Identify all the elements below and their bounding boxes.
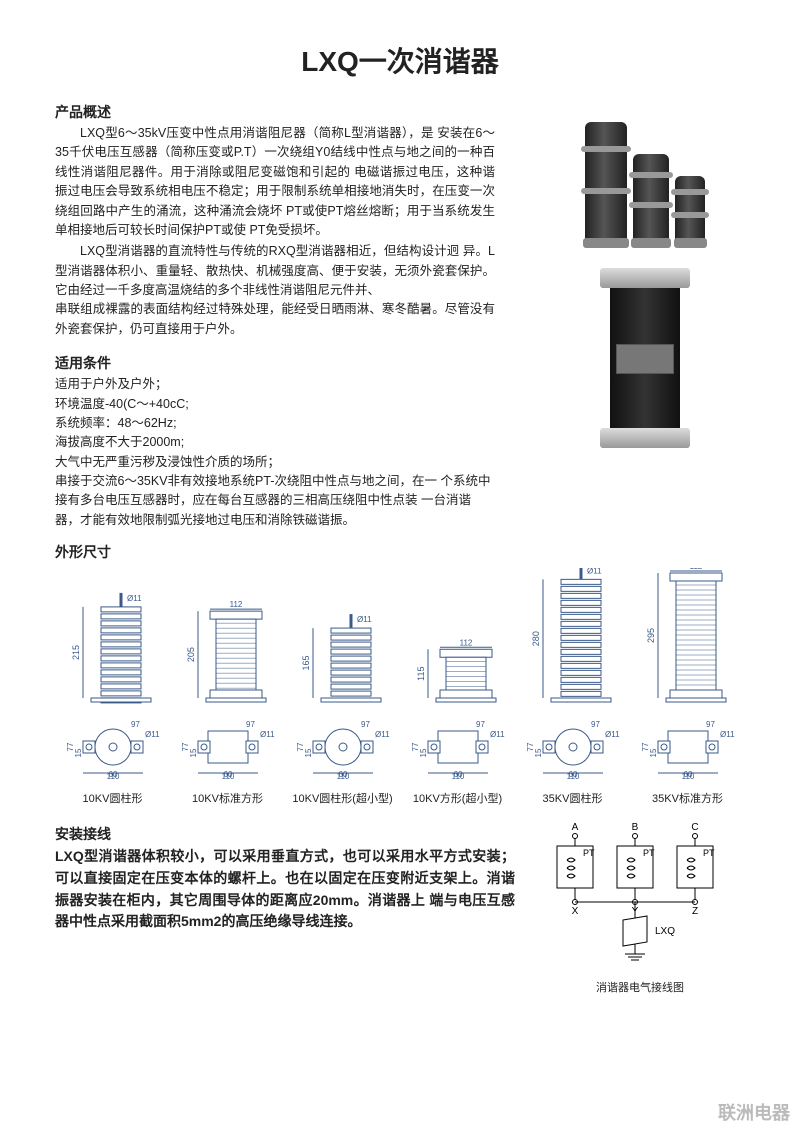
svg-text:Ø11: Ø11	[375, 730, 390, 739]
svg-text:A: A	[572, 822, 579, 833]
dimensions-elevations: Ø11 215 112 205 Ø11 165 112 115 Ø11 280 112295	[55, 568, 745, 713]
dimension-elevation: 112 205	[170, 568, 285, 713]
product-photos	[535, 102, 755, 448]
svg-text:Ø11: Ø11	[127, 594, 142, 603]
svg-text:15: 15	[649, 748, 658, 757]
svg-text:15: 15	[419, 748, 428, 757]
dimension-elevation: 112295	[630, 568, 745, 713]
installation-heading: 安装接线	[55, 824, 515, 844]
svg-text:112: 112	[459, 638, 472, 647]
svg-text:112: 112	[229, 600, 242, 609]
dimensions-area: Ø11215112205Ø11165112115Ø11280112295 110…	[55, 568, 745, 806]
svg-text:PT: PT	[583, 848, 595, 858]
svg-text:Z: Z	[692, 906, 698, 917]
dimension-plan: 1106097Ø117715	[55, 721, 170, 786]
dimensions-heading: 外形尺寸	[55, 542, 745, 562]
svg-text:PT: PT	[703, 848, 715, 858]
svg-text:15: 15	[189, 748, 198, 757]
overview-p1: LXQ型6～35kV压变中性点用消谐阻尼器（简称L型消谐器），是 安装在6～35…	[55, 124, 495, 240]
dimension-label: 10KV标准方形	[170, 786, 285, 806]
svg-text:97: 97	[361, 721, 370, 729]
dimensions-labels: 10KV圆柱形10KV标准方形10KV圆柱形(超小型)10KV方形(超小型)35…	[55, 786, 745, 806]
wiring-caption: 消谐器电气接线图	[535, 979, 745, 995]
svg-text:215: 215	[71, 645, 81, 660]
svg-text:60: 60	[568, 770, 577, 779]
svg-text:Ø11: Ø11	[145, 730, 160, 739]
dimension-elevation: Ø11 215	[55, 568, 170, 713]
page-title: LXQ一次消谐器	[55, 40, 745, 80]
svg-text:60: 60	[683, 770, 692, 779]
svg-text:15: 15	[534, 748, 543, 757]
text-column: 产品概述 LXQ型6～35kV压变中性点用消谐阻尼器（简称L型消谐器），是 安装…	[55, 102, 495, 530]
condition-line: 串接于交流6～35KV非有效接地系统PT-次绕阻中性点与地之间，在一 个系统中接…	[55, 472, 495, 530]
svg-text:Ø11: Ø11	[260, 730, 275, 739]
svg-text:97: 97	[706, 721, 715, 729]
svg-text:97: 97	[591, 721, 600, 729]
dimension-elevation: Ø11 280	[515, 568, 630, 713]
svg-text:97: 97	[246, 721, 255, 729]
dimension-elevation: Ø11 165	[285, 568, 400, 713]
svg-text:LXQ: LXQ	[655, 926, 675, 937]
dimension-plan: 1106097Ø117715	[400, 721, 515, 786]
svg-text:C: C	[691, 822, 698, 833]
condition-line: 系统频率：48～62Hz;	[55, 414, 495, 433]
svg-text:205: 205	[186, 647, 196, 662]
svg-text:Ø11: Ø11	[587, 568, 602, 575]
svg-text:60: 60	[453, 770, 462, 779]
dimension-label: 35KV圆柱形	[515, 786, 630, 806]
svg-text:15: 15	[304, 748, 313, 757]
wiring-diagram: APTXBPTYCPTZLXQ 消谐器电气接线图	[535, 820, 745, 995]
watermark: 联洲电器	[718, 1099, 790, 1125]
dimension-plan: 1106097Ø117715	[285, 721, 400, 786]
svg-text:Ø11: Ø11	[605, 730, 620, 739]
svg-text:97: 97	[131, 721, 140, 729]
dimension-elevation: 112 115	[400, 568, 515, 713]
svg-text:295: 295	[646, 628, 656, 643]
svg-text:60: 60	[108, 770, 117, 779]
overview-p2: LXQ型消谐器的直流特性与传统的RXQ型消谐器相近，但结构设计迥 异。L型消谐器…	[55, 242, 495, 339]
svg-text:Ø11: Ø11	[490, 730, 505, 739]
condition-line: 适用于户外及户外；	[55, 375, 495, 394]
svg-text:Ø11: Ø11	[357, 615, 372, 624]
conditions-list: 适用于户外及户外；环境温度-40(C～+40cC;系统频率：48～62Hz;海拔…	[55, 375, 495, 530]
dimension-plan: 1106097Ø117715	[630, 721, 745, 786]
dimension-plan: 1106097Ø117715	[515, 721, 630, 786]
overview-heading: 产品概述	[55, 102, 495, 122]
dimension-plan: 1106097Ø117715	[170, 721, 285, 786]
dimensions-plans: 1106097Ø1177151106097Ø1177151106097Ø1177…	[55, 721, 745, 786]
svg-text:PT: PT	[643, 848, 655, 858]
svg-text:Ø11: Ø11	[720, 730, 735, 739]
dimension-label: 35KV标准方形	[630, 786, 745, 806]
svg-text:15: 15	[74, 748, 83, 757]
condition-line: 海拔高度不大于2000m;	[55, 433, 495, 452]
svg-text:115: 115	[416, 667, 426, 681]
svg-text:280: 280	[531, 631, 541, 646]
dimension-label: 10KV圆柱形(超小型)	[285, 786, 400, 806]
dimension-label: 10KV圆柱形	[55, 786, 170, 806]
photo-square-device	[535, 268, 755, 448]
conditions-heading: 适用条件	[55, 353, 495, 373]
svg-text:B: B	[632, 822, 639, 833]
photo-cylinders	[535, 102, 755, 242]
condition-line: 大气中无严重污秽及浸蚀性介质的场所；	[55, 453, 495, 472]
svg-text:60: 60	[223, 770, 232, 779]
svg-text:60: 60	[338, 770, 347, 779]
svg-text:X: X	[572, 906, 579, 917]
installation-text: LXQ型消谐器体积较小，可以采用垂直方式，也可以采用水平方式安装；可以直接固定在…	[55, 846, 515, 933]
dimension-label: 10KV方形(超小型)	[400, 786, 515, 806]
svg-text:165: 165	[301, 656, 311, 671]
condition-line: 环境温度-40(C～+40cC;	[55, 395, 495, 414]
svg-text:97: 97	[476, 721, 485, 729]
